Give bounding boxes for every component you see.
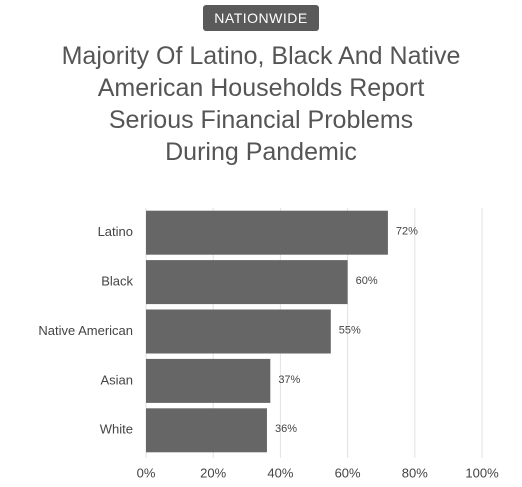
x-tick-label: 0% [137, 465, 156, 480]
value-label: 37% [278, 374, 300, 386]
title-line: American Households Report [97, 74, 425, 102]
x-tick-label: 100% [465, 465, 499, 480]
y-tick-label: Latino [98, 224, 133, 239]
x-tick-label: 40% [267, 465, 293, 480]
bar [146, 408, 267, 453]
value-label: 60% [356, 275, 378, 287]
badge: NATIONWIDE [203, 5, 319, 31]
x-tick-label: 80% [402, 465, 428, 480]
bar [146, 210, 388, 255]
y-tick-label: Black [101, 274, 133, 289]
value-label: 55% [339, 324, 361, 336]
chart-title: Majority Of Latino, Black And Native Amer… [0, 40, 522, 168]
bar [146, 260, 348, 305]
title-line: Majority Of Latino, Black And Native [61, 42, 461, 70]
x-tick-label: 60% [335, 465, 361, 480]
title-line: During Pandemic [165, 138, 357, 166]
bar [146, 358, 271, 403]
y-tick-label: White [100, 422, 133, 437]
y-tick-label: Asian [100, 372, 133, 387]
title-line: Serious Financial Problems [108, 106, 414, 134]
value-label: 36% [275, 423, 297, 435]
y-tick-label: Native American [38, 323, 133, 338]
value-label: 72% [396, 226, 418, 238]
bar [146, 309, 331, 354]
x-tick-label: 20% [200, 465, 226, 480]
